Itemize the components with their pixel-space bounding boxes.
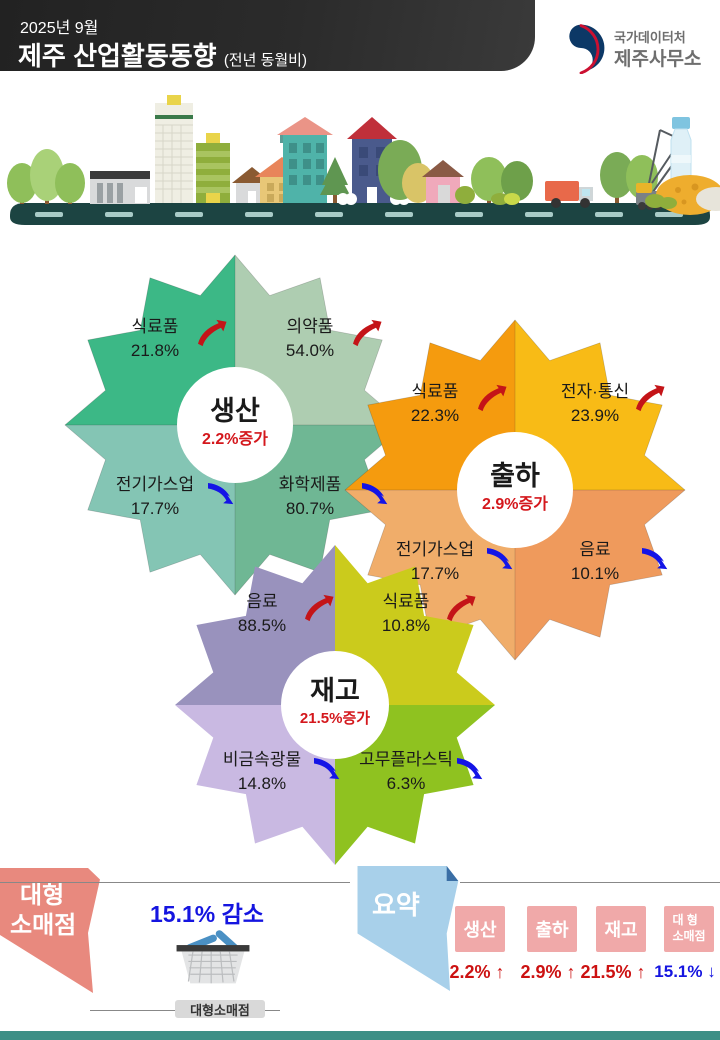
svg-text:80.7%: 80.7% <box>286 499 334 518</box>
svg-text:17.7%: 17.7% <box>131 499 179 518</box>
svg-text:17.7%: 17.7% <box>411 564 459 583</box>
svg-text:음료: 음료 <box>579 540 610 559</box>
svg-text:식료품: 식료품 <box>412 382 459 401</box>
svg-text:88.5%: 88.5% <box>238 616 286 635</box>
svg-text:생산: 생산 <box>210 396 260 426</box>
svg-text:2.2%증가: 2.2%증가 <box>202 430 268 448</box>
svg-text:전자·통신: 전자·통신 <box>561 382 629 401</box>
svg-text:전기가스업: 전기가스업 <box>396 540 474 559</box>
svg-text:23.9%: 23.9% <box>571 406 619 425</box>
svg-text:출하: 출하 <box>490 461 540 491</box>
svg-text:10.8%: 10.8% <box>382 616 430 635</box>
svg-text:21.5%증가: 21.5%증가 <box>300 710 370 727</box>
svg-text:2.9%증가: 2.9%증가 <box>482 495 548 513</box>
svg-text:소매점: 소매점 <box>10 912 76 939</box>
svg-text:10.1%: 10.1% <box>571 564 619 583</box>
svg-text:식료품: 식료품 <box>132 317 179 336</box>
svg-text:재고: 재고 <box>310 676 360 706</box>
svg-text:22.3%: 22.3% <box>411 406 459 425</box>
svg-text:54.0%: 54.0% <box>286 341 334 360</box>
svg-text:전기가스업: 전기가스업 <box>116 475 194 494</box>
svg-text:식료품: 식료품 <box>383 592 430 611</box>
svg-text:14.8%: 14.8% <box>238 774 286 793</box>
svg-text:화학제품: 화학제품 <box>279 475 342 494</box>
svg-text:요약: 요약 <box>372 890 420 920</box>
svg-text:비금속광물: 비금속광물 <box>223 750 301 769</box>
svg-text:6.3%: 6.3% <box>387 774 426 793</box>
svg-text:고무플라스틱: 고무플라스틱 <box>359 750 453 769</box>
svg-text:대형: 대형 <box>20 882 64 909</box>
svg-text:의약품: 의약품 <box>287 317 334 336</box>
svg-text:음료: 음료 <box>246 592 277 611</box>
svg-text:21.8%: 21.8% <box>131 341 179 360</box>
